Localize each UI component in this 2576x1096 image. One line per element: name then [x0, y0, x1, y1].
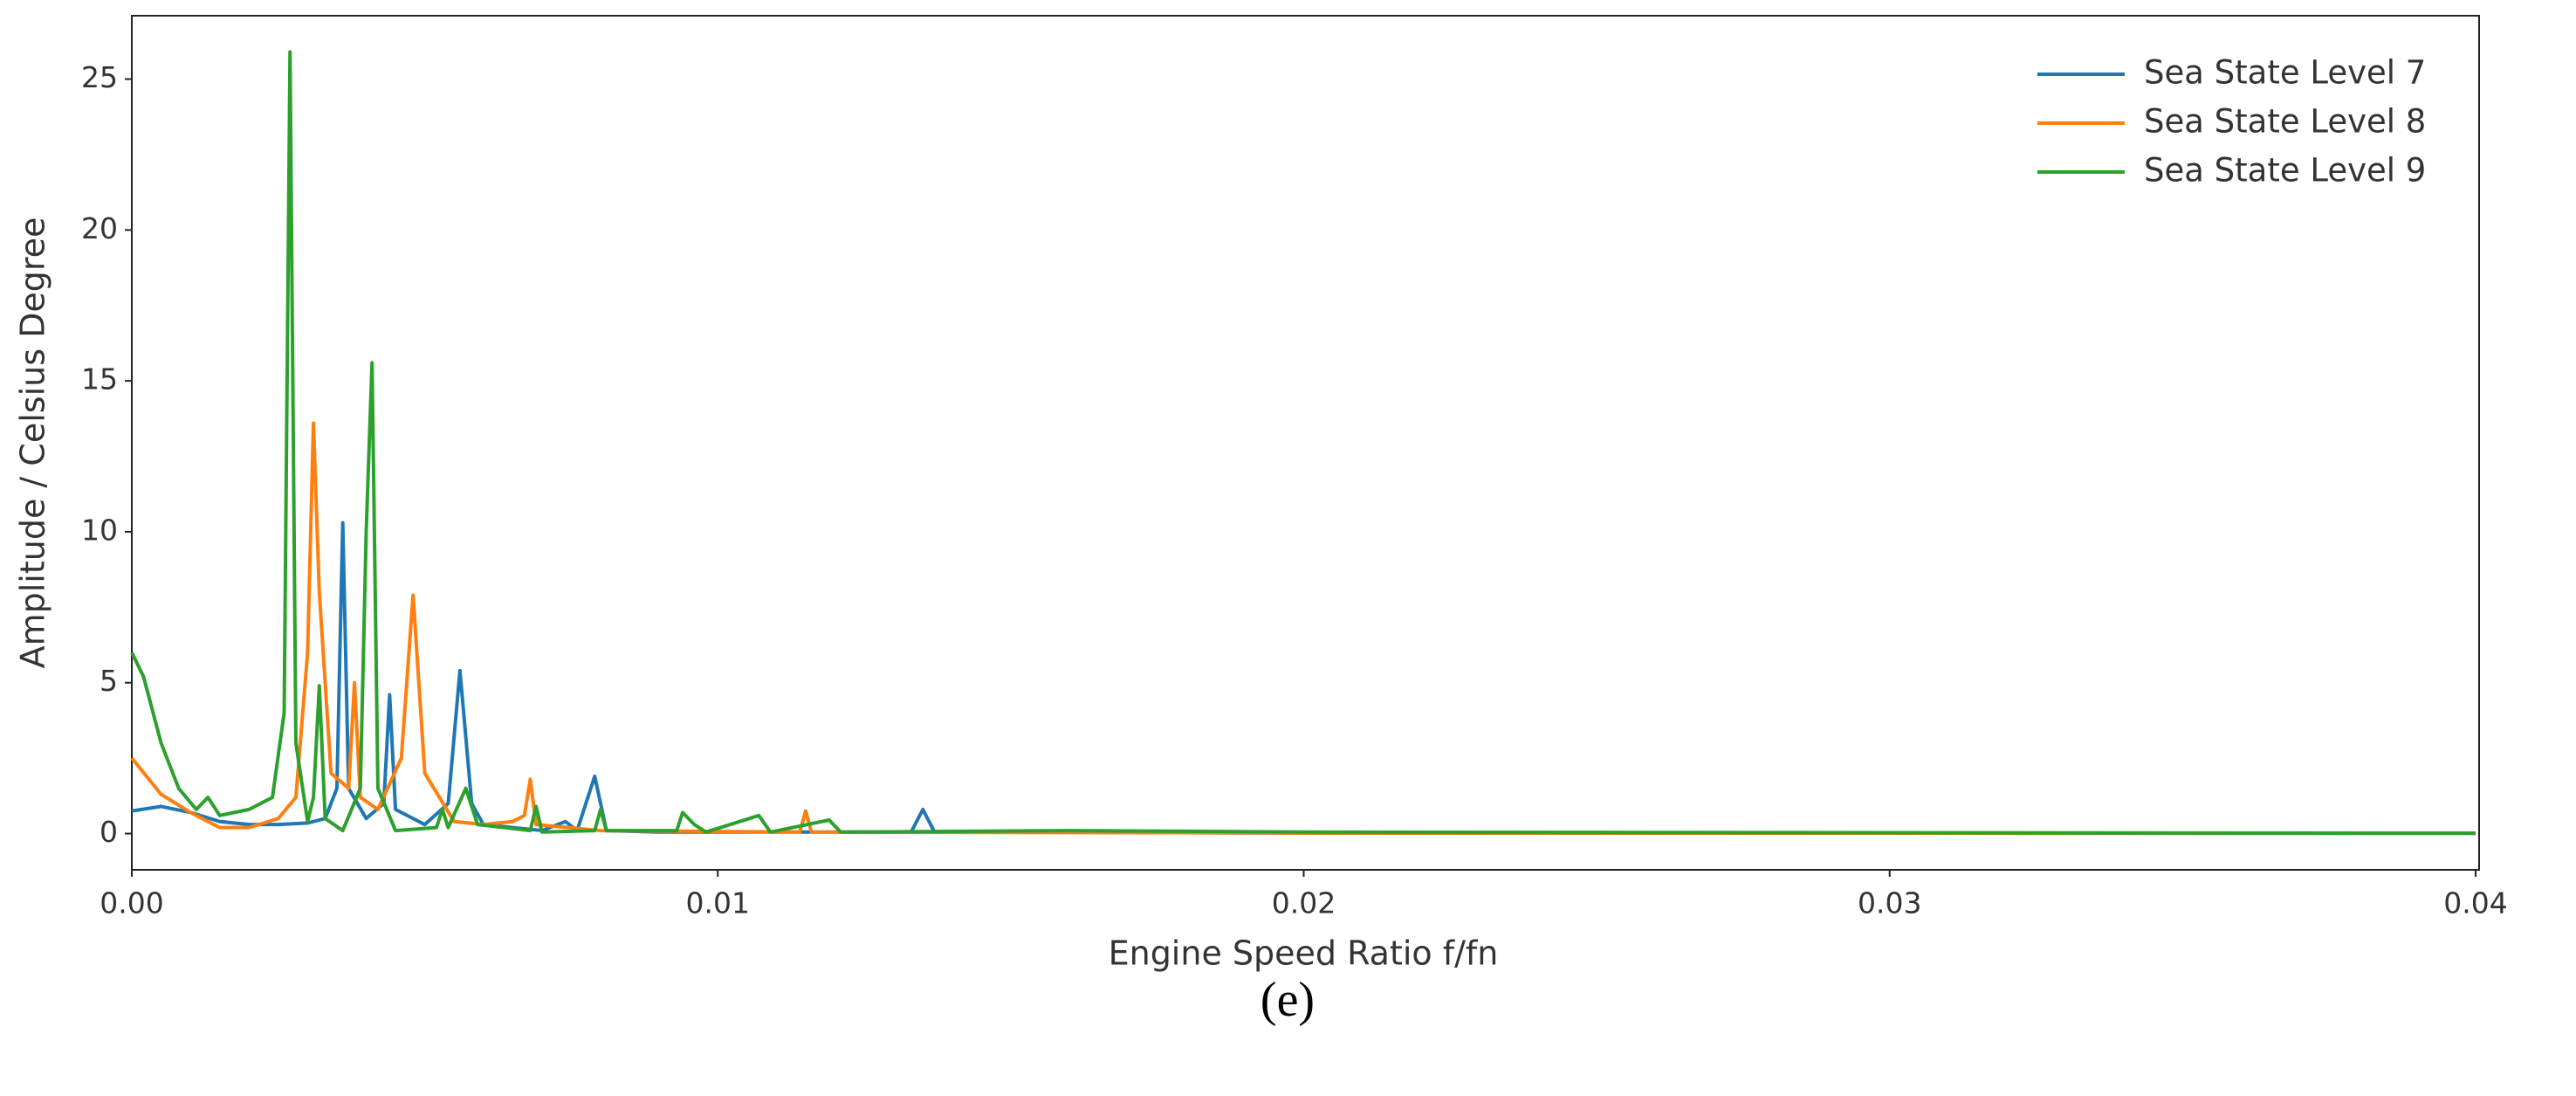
caption: (e) — [1261, 973, 1315, 1027]
series-line — [131, 520, 2476, 836]
legend-label: Sea State Level 7 — [2144, 54, 2426, 92]
x-tick-label: 0.03 — [1858, 886, 1921, 920]
y-tick-label: 0 — [100, 815, 118, 849]
x-tick-label: 0.02 — [1272, 886, 1336, 920]
x-tick-label: 0.01 — [686, 886, 750, 920]
x-axis-label: Engine Speed Ratio f/fn — [1109, 934, 1499, 973]
y-tick-label: 15 — [81, 362, 118, 396]
x-tick-label: 0.04 — [2443, 886, 2507, 920]
y-tick-label: 20 — [81, 211, 118, 245]
y-tick-label: 10 — [81, 513, 118, 547]
x-tick-label: 0.00 — [100, 886, 163, 920]
plot-frame — [131, 15, 2480, 871]
series-line — [130, 50, 2476, 836]
y-axis-label: Amplitude / Celsius Degree — [14, 217, 52, 669]
y-tick-label: 25 — [81, 60, 118, 94]
legend-label: Sea State Level 8 — [2144, 103, 2426, 141]
y-tick-label: 5 — [100, 664, 118, 698]
series-line — [130, 421, 2476, 836]
legend-label: Sea State Level 9 — [2144, 152, 2426, 190]
